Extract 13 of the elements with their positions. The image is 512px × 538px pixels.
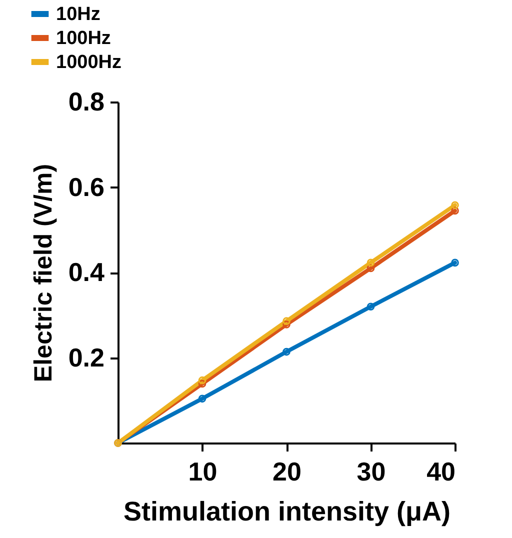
legend-label: 1000Hz — [56, 52, 122, 73]
x-tick-label: 30 — [356, 456, 386, 486]
x-tick-label: 10 — [188, 456, 218, 486]
y-tick-label: 0.4 — [68, 257, 106, 287]
legend-label: 100Hz — [56, 28, 111, 49]
x-axis-title: Stimulation intensity (μA) — [123, 496, 451, 526]
y-axis-title: Electric field (V/m) — [29, 164, 58, 382]
y-tick-label: 0.8 — [68, 86, 104, 116]
legend-label: 10Hz — [56, 4, 100, 25]
y-tick-label: 0.2 — [68, 342, 104, 372]
y-tick-label: 0.6 — [68, 172, 104, 202]
x-tick-label: 20 — [272, 456, 302, 486]
x-tick-label: 40 — [426, 456, 456, 486]
